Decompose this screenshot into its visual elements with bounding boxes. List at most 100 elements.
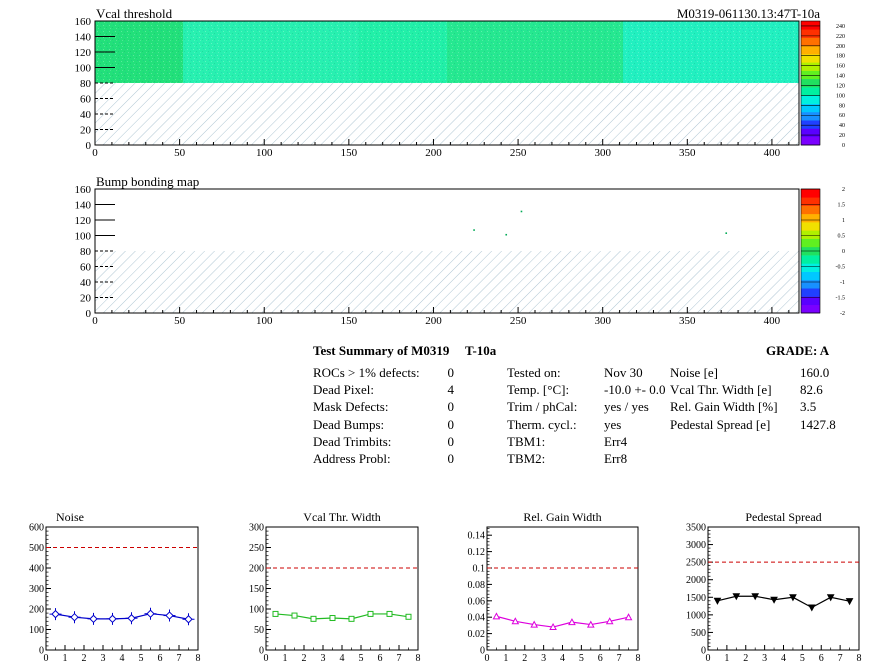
chart-title: Rel. Gain Width	[523, 510, 601, 524]
x-tick-label: 8	[636, 653, 641, 664]
colorbar-segment	[801, 189, 820, 198]
data-point	[568, 618, 576, 626]
colorbar-tick-label: -0.5	[836, 265, 846, 271]
map-title: Vcal threshold	[96, 6, 173, 21]
x-tick-label: 350	[679, 147, 696, 159]
chart-title: Noise	[56, 510, 84, 524]
y-tick-label: 600	[29, 523, 44, 534]
trend-chart-0: Noise 0 100 200 300 400 500 600 0 1 2 3 4 5 6 7 8	[29, 510, 201, 664]
y-tick-label: 160	[75, 16, 92, 28]
data-point	[291, 612, 298, 619]
colorbar-segment	[801, 70, 820, 80]
y-tick-label: 500	[29, 543, 44, 554]
x-tick-label: 2	[82, 653, 87, 664]
x-tick-label: 4	[781, 653, 786, 664]
data-point	[70, 612, 79, 622]
x-tick-label: 200	[425, 147, 442, 159]
x-tick-label: 2	[522, 653, 527, 664]
data-point	[348, 615, 355, 622]
x-tick-label: 400	[764, 315, 781, 327]
colorbar-tick-label: 20	[839, 133, 845, 139]
summary-left-value: 0	[447, 416, 455, 432]
x-tick-label: 3	[541, 653, 546, 664]
summary-mid-value: yes / yes	[604, 399, 649, 415]
x-tick-label: 250	[510, 147, 527, 159]
y-tick-label: 150	[249, 584, 264, 595]
series-line	[717, 595, 850, 609]
y-tick-label: 0.06	[468, 596, 486, 607]
chart-frame	[486, 526, 639, 651]
data-point	[127, 614, 136, 623]
y-tick-label: 3500	[686, 523, 706, 534]
colorbar-segment	[801, 120, 820, 129]
x-tick-label: 150	[341, 147, 358, 159]
chart-title: Vcal Thr. Width	[303, 510, 380, 524]
trend-chart-3: Pedestal Spread 0 500 1000 1500 2000 2500 3000 3…	[686, 510, 862, 664]
y-tick-label: 0	[86, 308, 92, 320]
colorbar-tick-label: 120	[836, 83, 845, 89]
y-tick-label: 0.08	[468, 580, 486, 591]
y-tick-label: 80	[80, 246, 92, 258]
data-point	[605, 617, 614, 625]
bump-defect-dot	[725, 232, 728, 234]
colorbar-tick-label: 0.5	[838, 234, 846, 240]
x-tick-label: 0	[44, 653, 49, 664]
data-point	[586, 620, 595, 628]
y-tick-label: 40	[80, 277, 92, 289]
x-tick-label: 5	[139, 653, 144, 664]
x-tick-label: 6	[598, 653, 603, 664]
data-point	[511, 617, 520, 625]
summary-mid-label: Temp. [°C]:	[507, 382, 570, 398]
y-tick-label: 120	[75, 47, 92, 59]
summary-temp-tag: T-10a	[465, 343, 497, 358]
y-tick-label: 200	[29, 605, 44, 616]
summary-right-value: 3.5	[800, 399, 817, 415]
x-tick-label: 50	[174, 315, 186, 327]
x-tick-label: 7	[177, 653, 182, 664]
data-point	[845, 598, 854, 606]
summary-left-label: Dead Pixel:	[313, 382, 375, 398]
colorbar-segment	[801, 45, 820, 55]
x-tick-label: 0	[92, 147, 98, 159]
colorbar-segment	[801, 128, 820, 138]
bump-defect-dot	[520, 210, 523, 213]
y-tick-label: 140	[75, 32, 92, 44]
summary-mid-label: Trim / phCal:	[507, 399, 578, 415]
x-tick-label: 5	[800, 653, 805, 664]
colorbar-segment	[801, 263, 820, 272]
y-tick-label: 500	[691, 628, 706, 639]
x-tick-label: 200	[425, 315, 442, 327]
trend-chart-2: Rel. Gain Width 0 0.02 0.04 0.06 0.08 0.1 0.12 0…	[468, 510, 641, 664]
y-tick-label: 140	[75, 200, 92, 212]
y-tick-label: 200	[249, 564, 264, 575]
x-tick-label: 0	[264, 653, 269, 664]
summary-left-label: Dead Bumps:	[313, 416, 385, 432]
y-tick-label: 250	[249, 543, 264, 554]
y-tick-label: 0	[701, 646, 706, 657]
y-tick-label: 1500	[686, 593, 706, 604]
module-id-label: M0319-061130.13:47T-10a	[677, 6, 820, 21]
y-tick-label: 2000	[686, 575, 706, 586]
colorbar-segment	[801, 255, 820, 264]
chart-title: Pedestal Spread	[745, 510, 821, 524]
colorbar-segment	[801, 62, 820, 71]
colorbar-segment	[801, 296, 820, 306]
chart-frame	[45, 526, 199, 651]
summary-right-label: Vcal Thr. Width [e]	[670, 382, 772, 398]
x-tick-label: 4	[560, 653, 565, 664]
hatched-region	[95, 83, 799, 145]
colorbar-tick-label: -1.5	[836, 296, 846, 302]
colorbar-segment	[801, 197, 820, 206]
y-tick-label: 0.04	[468, 613, 486, 624]
x-tick-label: 6	[378, 653, 383, 664]
colorbar-tick-label: 140	[836, 74, 845, 80]
x-tick-label: 7	[617, 653, 622, 664]
colorbar-segment	[801, 95, 820, 104]
colorbar-segment	[801, 222, 820, 231]
x-tick-label: 1	[63, 653, 68, 664]
roc-band-noise	[183, 21, 359, 83]
y-tick-label: 100	[75, 63, 92, 75]
x-tick-label: 6	[819, 653, 824, 664]
x-tick-label: 1	[283, 653, 288, 664]
